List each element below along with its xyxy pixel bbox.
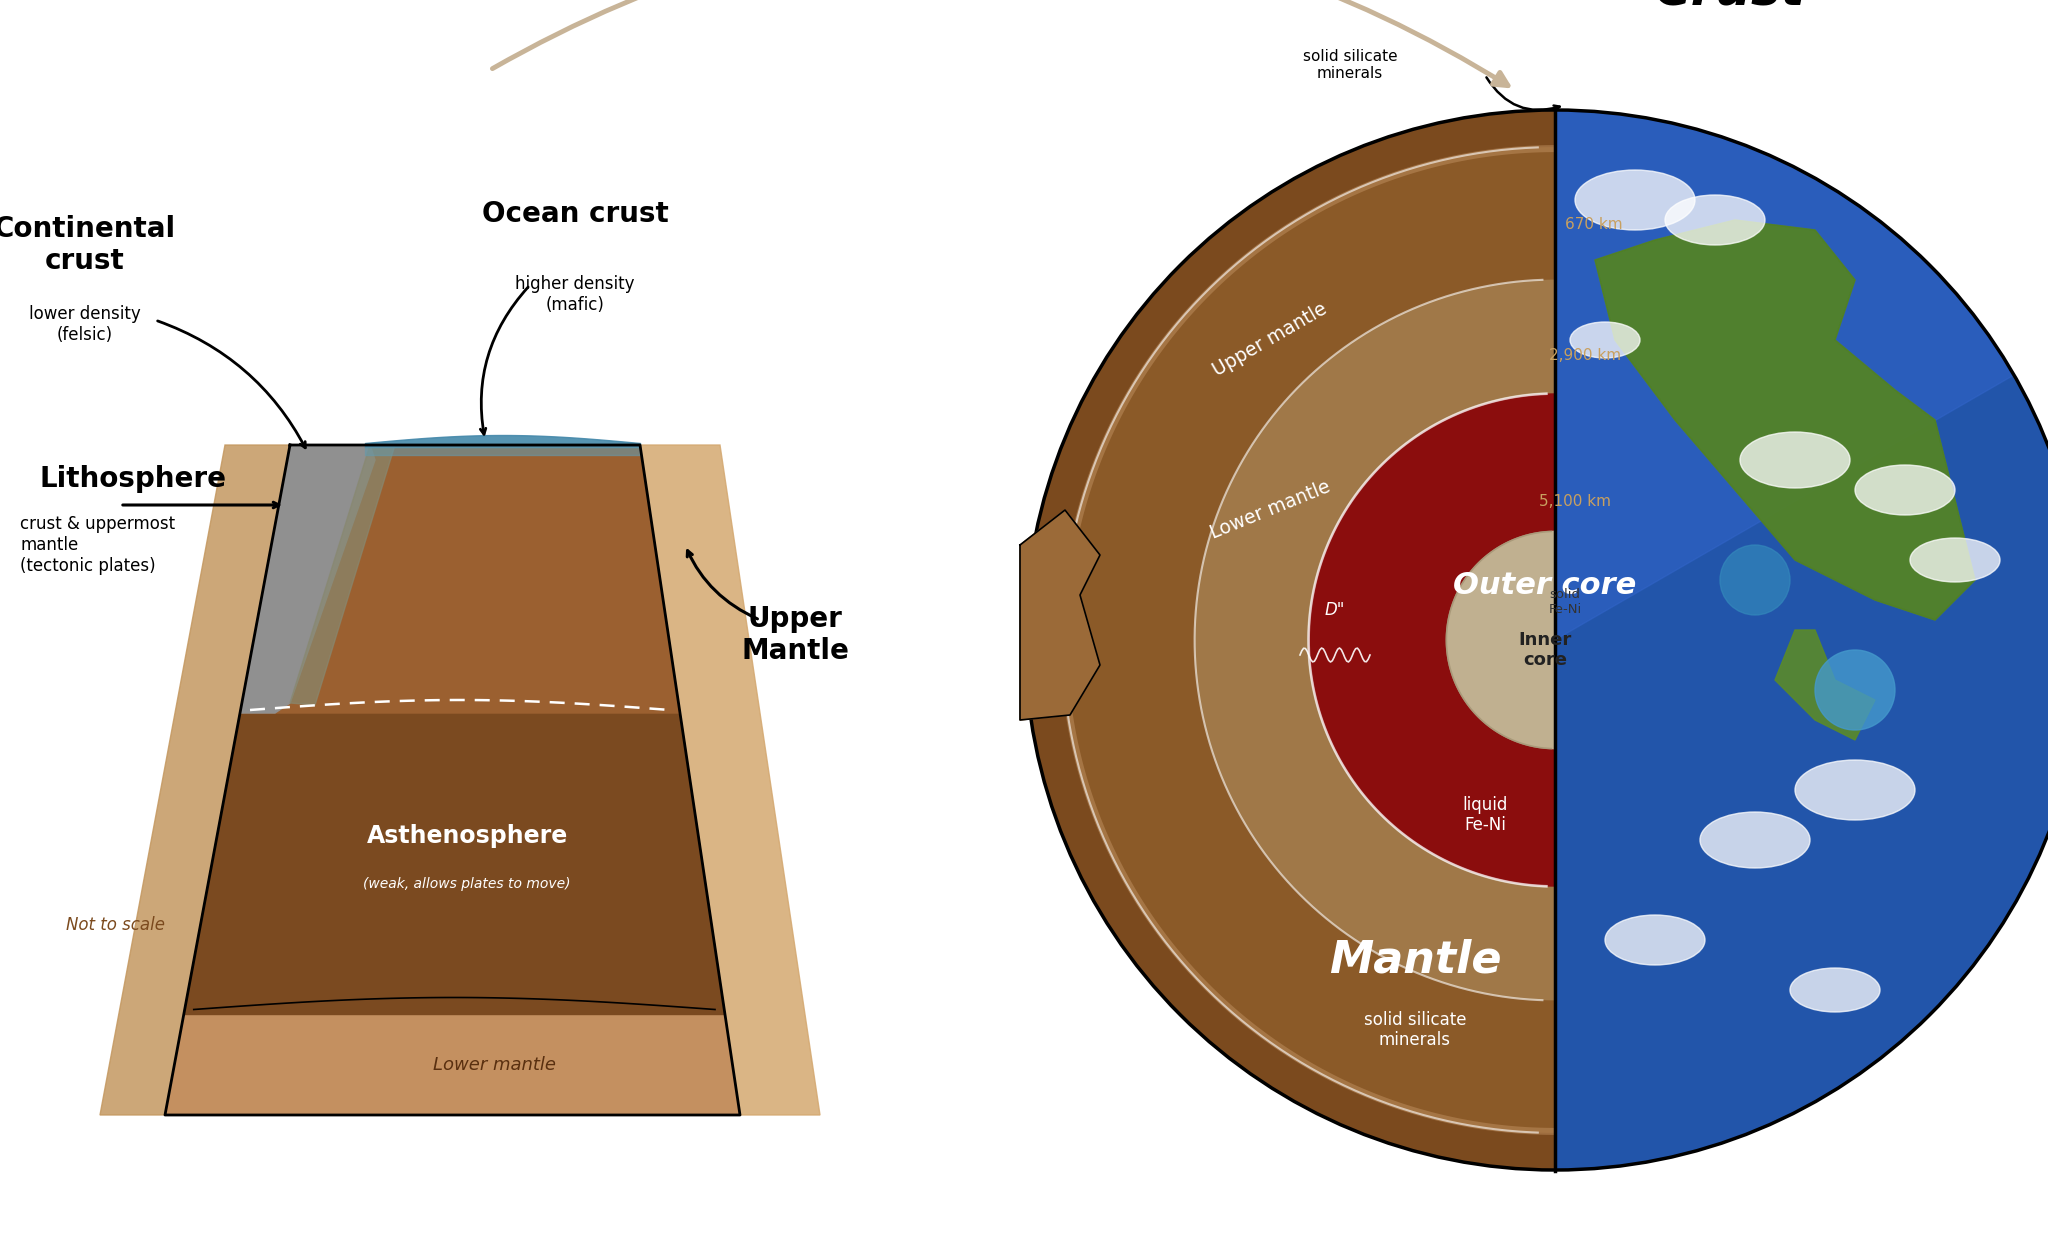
Circle shape xyxy=(1309,394,1802,887)
Text: 5,100 km: 5,100 km xyxy=(1538,494,1612,509)
Ellipse shape xyxy=(1575,170,1696,230)
Wedge shape xyxy=(1554,110,2013,640)
Polygon shape xyxy=(166,1014,739,1115)
Text: Lower mantle: Lower mantle xyxy=(1206,477,1333,543)
Polygon shape xyxy=(240,445,375,713)
Ellipse shape xyxy=(1911,538,2001,582)
Ellipse shape xyxy=(1790,968,1880,1011)
Text: higher density
(mafic): higher density (mafic) xyxy=(516,275,635,314)
Polygon shape xyxy=(184,713,725,1014)
Text: solid silicate
minerals: solid silicate minerals xyxy=(1303,49,1397,82)
Polygon shape xyxy=(1024,110,1554,1170)
Text: solid silicate
minerals: solid silicate minerals xyxy=(1364,1010,1466,1050)
Ellipse shape xyxy=(1855,466,1956,515)
Text: Ocean crust: Ocean crust xyxy=(481,200,668,228)
Polygon shape xyxy=(100,445,291,1115)
Circle shape xyxy=(1720,545,1790,615)
Text: 2,900 km: 2,900 km xyxy=(1548,348,1622,363)
Text: Not to scale: Not to scale xyxy=(66,916,164,934)
Text: crust & uppermost
mantle
(tectonic plates): crust & uppermost mantle (tectonic plate… xyxy=(20,515,176,574)
Text: Mantle: Mantle xyxy=(1329,939,1501,982)
Polygon shape xyxy=(1446,531,1554,748)
Polygon shape xyxy=(1595,220,1974,620)
Text: D": D" xyxy=(1325,601,1346,619)
Polygon shape xyxy=(1063,147,1554,1132)
Circle shape xyxy=(1024,110,2048,1170)
Text: (weak, allows plates to move): (weak, allows plates to move) xyxy=(362,877,571,890)
Text: solid
Fe-Ni: solid Fe-Ni xyxy=(1548,588,1581,616)
Text: Continental
crust: Continental crust xyxy=(0,215,176,275)
Polygon shape xyxy=(291,445,395,705)
Polygon shape xyxy=(240,445,680,713)
Ellipse shape xyxy=(1741,432,1849,488)
Text: Inner
core: Inner core xyxy=(1518,631,1571,669)
Ellipse shape xyxy=(1606,915,1706,965)
Circle shape xyxy=(1446,531,1663,748)
Text: Upper mantle: Upper mantle xyxy=(1210,300,1331,380)
Polygon shape xyxy=(1061,144,1554,1135)
Text: Asthenosphere: Asthenosphere xyxy=(367,824,567,847)
Circle shape xyxy=(1194,279,1915,1000)
Text: Crust: Crust xyxy=(1655,0,1806,15)
Wedge shape xyxy=(1554,110,2048,1170)
Ellipse shape xyxy=(1794,760,1915,820)
Ellipse shape xyxy=(1665,195,1765,245)
Text: liquid
Fe-Ni: liquid Fe-Ni xyxy=(1462,795,1507,835)
Text: 670 km: 670 km xyxy=(1565,217,1622,232)
Ellipse shape xyxy=(1571,322,1640,358)
Text: Upper
Mantle: Upper Mantle xyxy=(741,605,850,666)
Polygon shape xyxy=(1776,630,1876,740)
Circle shape xyxy=(1815,650,1894,730)
FancyArrowPatch shape xyxy=(492,0,1507,85)
Polygon shape xyxy=(1595,220,1974,620)
Ellipse shape xyxy=(1700,811,1810,868)
Text: Lower mantle: Lower mantle xyxy=(432,1056,555,1073)
Text: Outer core: Outer core xyxy=(1454,571,1636,599)
Polygon shape xyxy=(1020,510,1100,720)
Text: Lithosphere: Lithosphere xyxy=(41,466,227,493)
Polygon shape xyxy=(639,445,819,1115)
Polygon shape xyxy=(1194,279,1554,1000)
Polygon shape xyxy=(1309,394,1554,887)
Text: lower density
(felsic): lower density (felsic) xyxy=(29,305,141,343)
